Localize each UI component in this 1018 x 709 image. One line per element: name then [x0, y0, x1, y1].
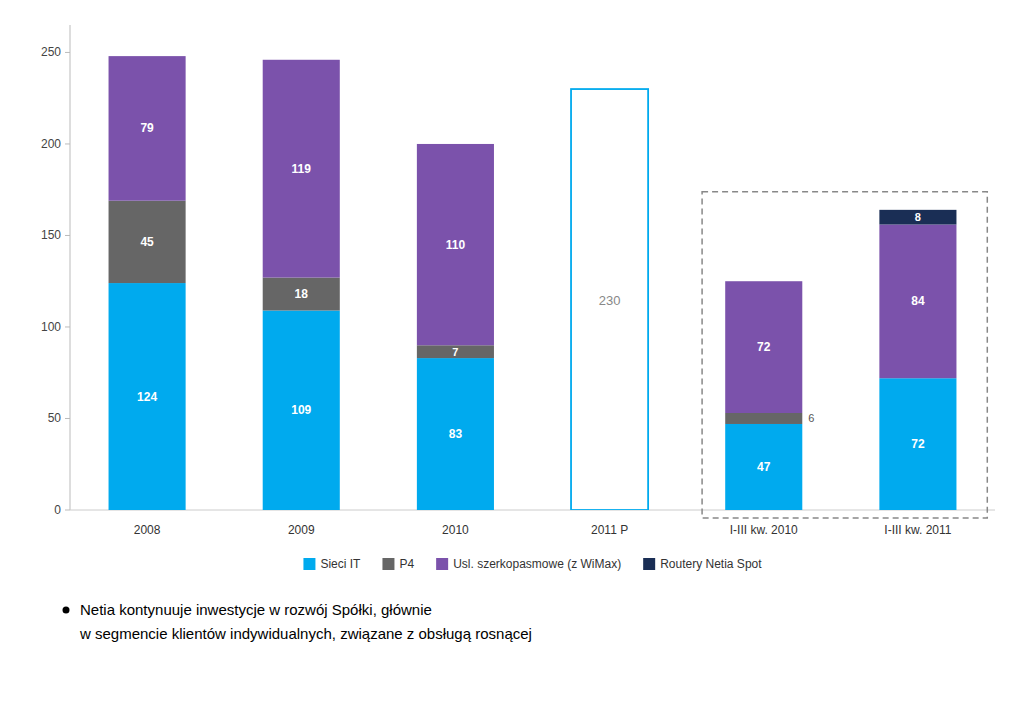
- baseline: [70, 510, 995, 511]
- data-label: 47: [757, 460, 771, 474]
- data-label: 119: [292, 162, 312, 176]
- x-tick-label: 2009: [288, 523, 315, 537]
- marks: [109, 56, 957, 510]
- legend-item: Usl. szerkopasmowe (z WiMax): [436, 557, 621, 571]
- data-label: 84: [911, 294, 925, 308]
- data-label: 18: [295, 287, 309, 301]
- data-label: 83: [449, 427, 463, 441]
- y-tick: [65, 418, 70, 419]
- data-label: 110: [446, 238, 466, 252]
- bar-segment: [263, 278, 340, 311]
- highlight-box: [702, 192, 987, 518]
- bar-segment: [263, 311, 340, 510]
- x-tick-label: I-III kw. 2010: [730, 523, 798, 537]
- x-tick-label: 2011 P: [591, 523, 628, 537]
- legend-label: Routery Netia Spot: [660, 557, 762, 571]
- bar-segment: [417, 144, 494, 345]
- x-tick-label: 2008: [134, 523, 161, 537]
- legend-item: Routery Netia Spot: [643, 557, 762, 571]
- legend: Sieci IT P4 Usl. szerkopasmowe (z WiMax) Ro…: [303, 557, 762, 571]
- y-tick-label: 150: [41, 228, 61, 242]
- bar-segment: [725, 413, 802, 424]
- page: {"chart_data": {"type": "bar", "stacked"…: [0, 0, 1018, 709]
- data-label: 72: [757, 340, 771, 354]
- y-tick-label: 200: [41, 137, 61, 151]
- y-tick: [65, 52, 70, 53]
- data-label: 6: [808, 412, 814, 424]
- bar-segment: [417, 345, 494, 358]
- legend-label: Sieci IT: [320, 557, 361, 571]
- legend-item: P4: [382, 557, 414, 571]
- y-tick-label: 50: [48, 411, 62, 425]
- legend-swatch: [643, 558, 655, 570]
- y-tick: [65, 235, 70, 236]
- data-label: 45: [140, 235, 154, 249]
- legend-label: Usl. szerkopasmowe (z WiMax): [453, 557, 621, 571]
- data-label: 72: [911, 437, 925, 451]
- x-tick-label: I-III kw. 2011: [884, 523, 951, 537]
- y-axis-line: [70, 25, 71, 510]
- legend-item: Sieci IT: [303, 557, 361, 571]
- data-label: 7: [452, 346, 458, 358]
- bar-segment: [879, 378, 956, 510]
- data-label: 230: [599, 293, 621, 308]
- bar-segment: [725, 424, 802, 510]
- bar-segment: [109, 56, 186, 57]
- y-tick: [65, 326, 70, 327]
- y-tick-label: 0: [54, 503, 61, 517]
- data-labels: 124 45 79 109 18 119 83 7 110 47 6 72 72 84 8 230: [137, 121, 925, 474]
- bar-segment: [879, 224, 956, 378]
- y-tick-label: 100: [41, 320, 61, 334]
- chart: 0 50 100 150 200 250 2008 2009 2010 2011 P I-III k…: [0, 0, 1018, 709]
- bar-segment: [725, 281, 802, 282]
- plan-bar: [571, 89, 648, 510]
- bar-segment: [725, 281, 802, 413]
- legend-swatch: [382, 558, 394, 570]
- legend-swatch: [436, 558, 448, 570]
- y-tick-label: 250: [41, 45, 61, 59]
- data-label: 109: [291, 403, 311, 417]
- bar-segment: [879, 210, 956, 225]
- bar-segment: [109, 201, 186, 283]
- data-label: 79: [140, 121, 154, 135]
- bar-segment: [417, 358, 494, 510]
- bar-segment: [263, 60, 340, 278]
- bar-segment: [263, 59, 340, 60]
- legend-swatch: [303, 558, 315, 570]
- y-tick: [65, 143, 70, 144]
- bar-segment: [109, 56, 186, 201]
- data-label: 8: [915, 211, 921, 223]
- annotation: w segmencie klientów indywidualnych, zwi…: [79, 625, 532, 642]
- legend-label: P4: [399, 557, 414, 571]
- y-tick: [65, 510, 70, 511]
- data-label: 124: [137, 390, 157, 404]
- annotation: Netia kontynuuje inwestycje w rozwój Spó…: [80, 601, 432, 618]
- bar-segment: [109, 283, 186, 510]
- x-tick-label: 2010: [442, 523, 469, 537]
- bar-segment: [417, 143, 494, 144]
- bullet: [63, 607, 70, 614]
